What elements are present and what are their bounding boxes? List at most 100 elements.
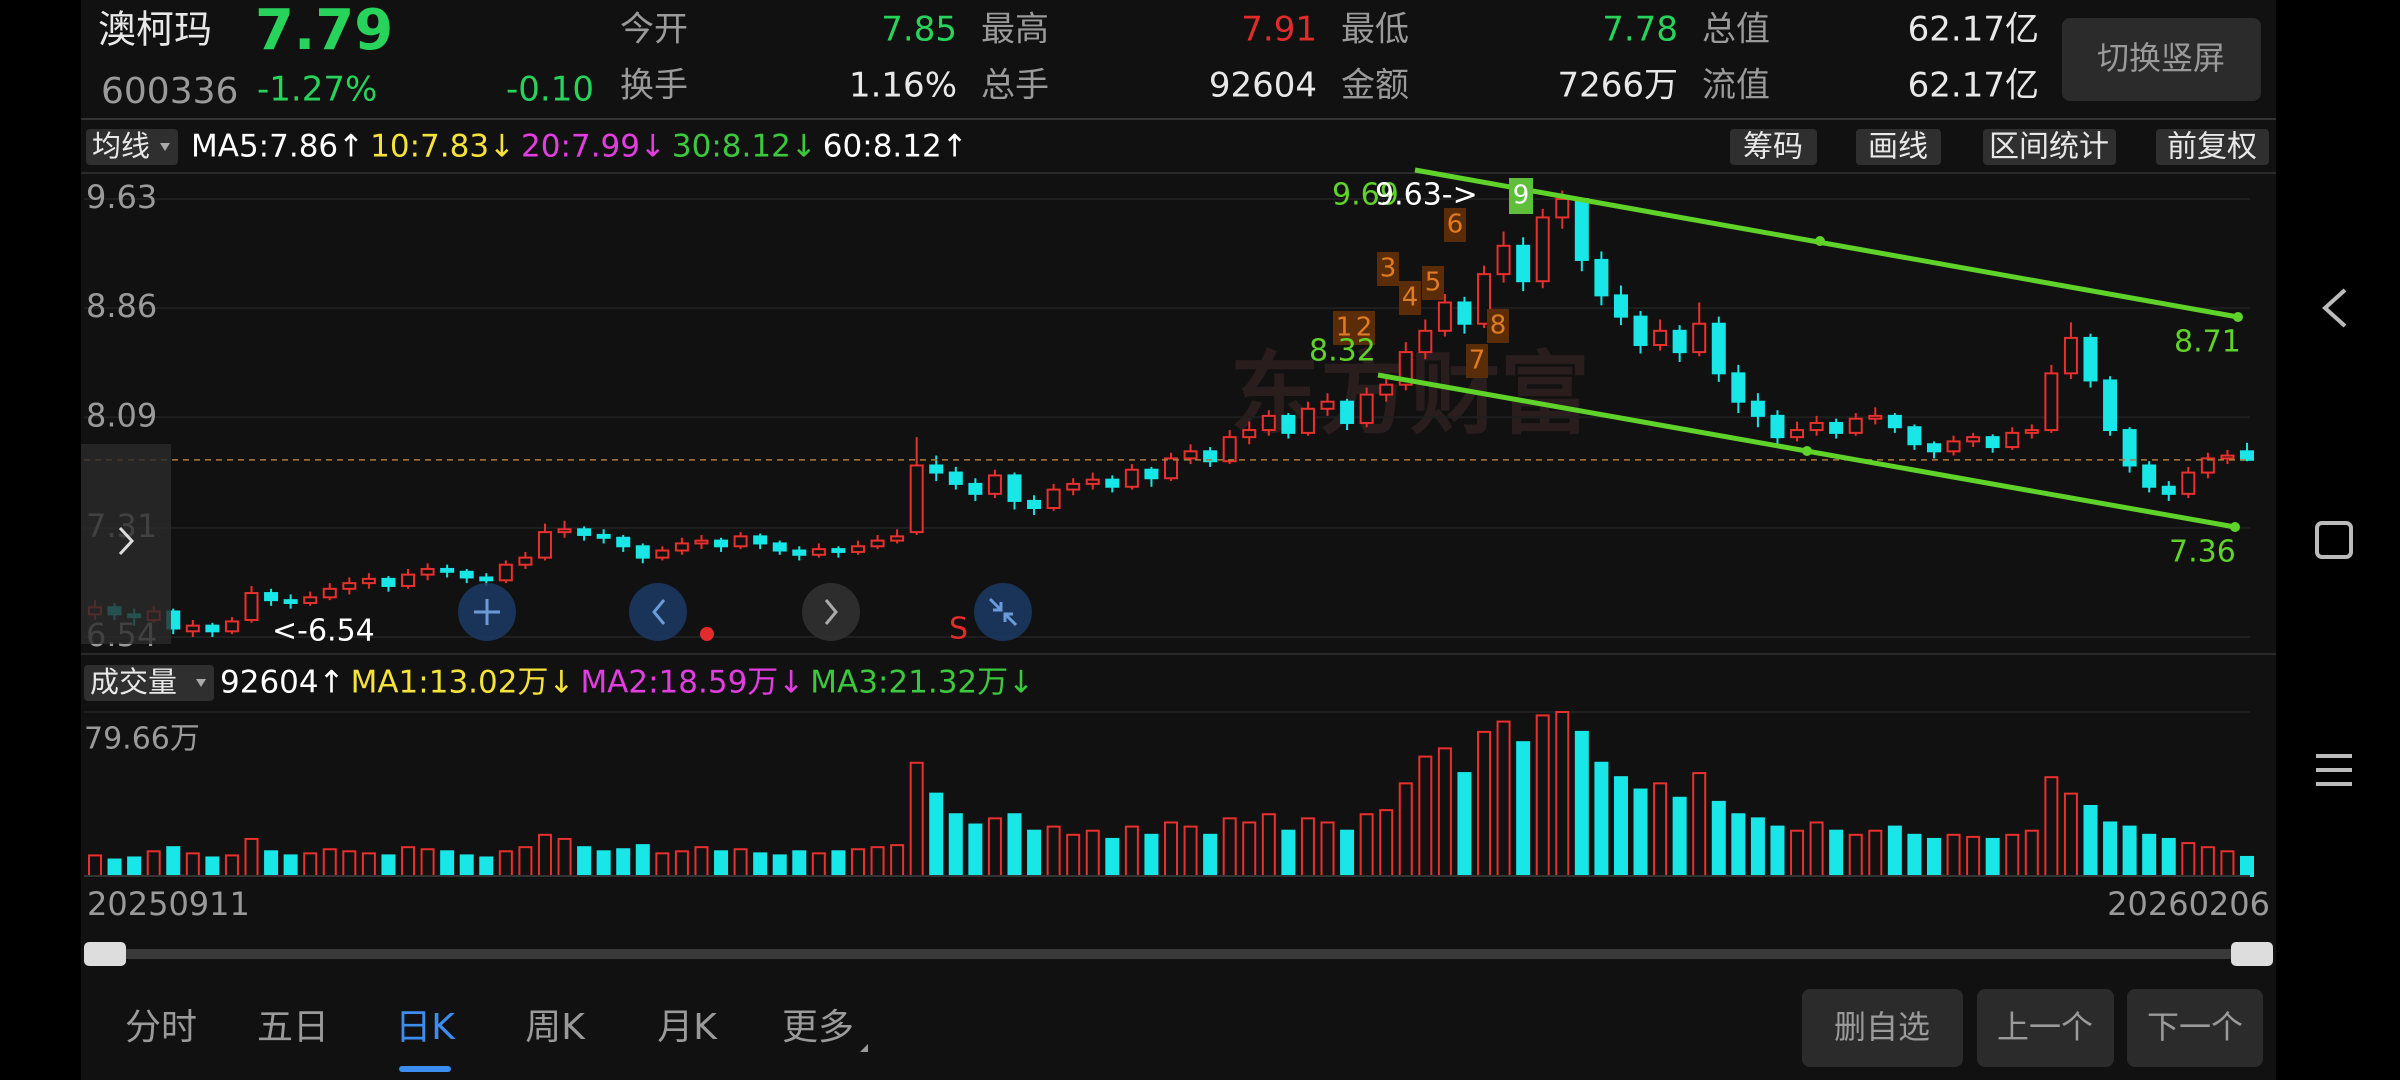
zoom-in-icon <box>474 599 500 625</box>
candles <box>84 190 2254 637</box>
field-label: 最高 <box>981 10 1049 50</box>
volume-bar <box>459 854 474 877</box>
side-expand[interactable] <box>81 444 171 644</box>
action-button[interactable] <box>1802 989 1963 1067</box>
candle-body <box>283 599 298 604</box>
candle-body <box>342 582 357 590</box>
tab-active[interactable]: 日K <box>395 1007 456 1048</box>
volume-bar <box>2142 833 2157 878</box>
volume-bar <box>127 856 142 877</box>
candle-body <box>1711 322 1726 375</box>
volume-bar <box>361 852 376 878</box>
tool-label: 前复权 <box>2167 130 2257 165</box>
legend-item: 10:7.83↓ <box>370 129 515 165</box>
tool-label: 画线 <box>1868 130 1928 165</box>
volume-bar <box>1085 829 1100 878</box>
action-button[interactable] <box>1977 989 2114 1067</box>
ma-selector[interactable] <box>86 129 178 165</box>
field-label: 金额 <box>1341 66 1409 106</box>
td-count: 5 <box>1425 268 1442 298</box>
field-label: 总值 <box>1702 10 1770 50</box>
annotation: 7.36 <box>2169 535 2236 570</box>
switch-button[interactable] <box>2062 18 2261 101</box>
volume-bar <box>1770 825 1785 878</box>
volume-bar <box>1555 711 1570 877</box>
candle-body <box>479 576 494 582</box>
volume-bar <box>2024 829 2039 878</box>
volume-bar <box>498 850 513 877</box>
y-tick-label: 79.66万 <box>84 722 200 757</box>
candle-body <box>2181 471 2196 495</box>
candle-body <box>929 464 944 474</box>
annotation: S <box>949 612 968 647</box>
candle-body <box>1770 414 1785 439</box>
volume-bar <box>557 837 572 877</box>
td-count: 3 <box>1380 254 1397 284</box>
tab[interactable]: 五日 <box>257 1007 329 1048</box>
volume-bar <box>2122 825 2137 878</box>
candle-body <box>1300 407 1315 434</box>
volume-bar <box>753 852 768 878</box>
annotation: 8.32 <box>1309 334 1376 369</box>
tab[interactable]: 更多 <box>782 1007 854 1048</box>
field-label: 换手 <box>620 66 688 106</box>
volume-bar <box>1868 829 1883 878</box>
tool-button[interactable] <box>2156 129 2269 165</box>
volume-bar <box>1340 829 1355 878</box>
tool-button[interactable] <box>1730 129 1817 165</box>
volume-bar <box>1633 788 1648 878</box>
prev-button[interactable] <box>629 583 687 641</box>
candle-body <box>1418 329 1433 354</box>
volume-bar <box>1672 796 1687 878</box>
candle-body <box>264 592 279 602</box>
candle-body <box>1164 457 1178 480</box>
field-value: 7.85 <box>881 10 957 50</box>
candle-body <box>2220 454 2235 460</box>
tool-button[interactable] <box>1983 129 2116 165</box>
stock-code: 600336 <box>101 71 238 112</box>
action-button[interactable] <box>2127 989 2263 1067</box>
candle-body <box>1985 436 2000 449</box>
field-label: 最低 <box>1341 10 1409 50</box>
volume-bar <box>264 850 279 877</box>
candle-body <box>1183 450 1198 460</box>
candle-body <box>890 535 905 542</box>
volume-bar <box>1027 829 1042 878</box>
candle-body <box>322 587 337 599</box>
volume-bar <box>1750 817 1765 877</box>
volume-bar <box>88 854 102 877</box>
date-start: 20250911 <box>87 885 250 923</box>
volume-bar <box>968 823 983 877</box>
volume-bar <box>1261 813 1276 877</box>
volume-bar <box>1809 821 1824 878</box>
prev-icon <box>652 599 666 625</box>
tab[interactable]: 月K <box>657 1007 718 1048</box>
volume-bar <box>1046 825 1061 878</box>
volume-bar <box>537 833 552 878</box>
candle-body <box>1809 421 1824 432</box>
candle-body <box>1281 414 1296 434</box>
candle-body <box>401 573 416 587</box>
scroll-handle[interactable] <box>84 942 126 966</box>
volume-bar <box>244 837 259 877</box>
volume-bar <box>205 856 220 877</box>
next-button[interactable] <box>802 583 860 641</box>
tab[interactable]: 周K <box>525 1007 586 1048</box>
candle-body <box>537 531 552 559</box>
shrink-button[interactable] <box>974 583 1032 641</box>
legend-item: MA2:18.59万↓ <box>580 665 804 701</box>
scrollbar[interactable] <box>84 949 2273 959</box>
candle-body <box>1966 436 1981 443</box>
volume-bar <box>2200 846 2215 877</box>
volume-bar <box>1183 825 1198 878</box>
tool-button[interactable] <box>1856 129 1941 165</box>
nav-back[interactable] <box>2322 288 2347 328</box>
expand-icon <box>118 526 135 556</box>
scroll-handle[interactable] <box>2231 942 2273 966</box>
volume-bar <box>401 846 416 877</box>
tab[interactable]: 分时 <box>125 1007 197 1048</box>
volume-selector[interactable] <box>84 665 214 701</box>
nav-home[interactable] <box>2315 521 2353 559</box>
nav-menu[interactable] <box>2316 754 2352 786</box>
y-tick-label: 8.86 <box>86 287 157 325</box>
